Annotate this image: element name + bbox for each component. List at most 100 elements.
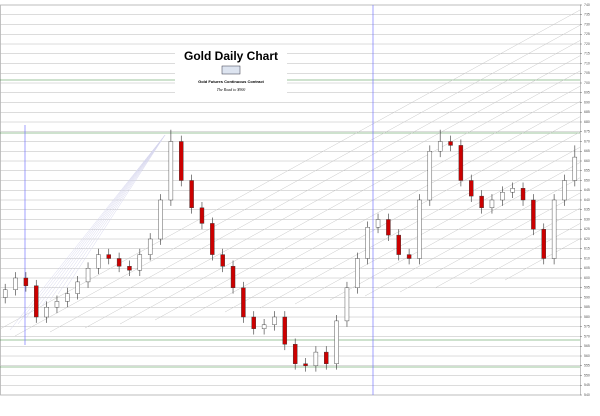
candle-body — [158, 199, 163, 240]
candle-body — [261, 324, 267, 329]
candle-body — [324, 351, 329, 365]
candle-body — [334, 320, 339, 364]
candle-body — [375, 219, 381, 228]
y-tick-label: 655 — [584, 169, 590, 173]
y-tick-label: 605 — [584, 266, 590, 270]
y-tick-label: 700 — [584, 81, 590, 85]
candle-body — [458, 145, 464, 181]
candle-body — [396, 234, 401, 255]
candle-body — [437, 141, 443, 152]
y-tick-label: 715 — [584, 52, 590, 56]
candle-body — [75, 281, 80, 294]
candle-body — [127, 266, 132, 271]
candle-body — [147, 238, 153, 255]
candle-body — [355, 258, 360, 288]
candle-body — [230, 266, 236, 288]
candles-layer — [2, 129, 578, 372]
candle-body — [562, 180, 567, 201]
candle-body — [427, 151, 433, 201]
candle-body — [220, 254, 225, 267]
candle-body — [344, 287, 350, 322]
grid-layer: 540 545 550 555 560 565 570 575 580 585 590 595 600 6… — [0, 3, 590, 397]
y-tick-label: 620 — [584, 237, 590, 241]
logo — [221, 65, 241, 75]
candle-body — [85, 268, 91, 283]
candle-body — [479, 195, 484, 209]
candle-body — [272, 316, 277, 326]
candle-body — [96, 254, 101, 269]
channel-line — [33, 134, 166, 313]
candle-body — [54, 301, 60, 308]
y-tick-label: 635 — [584, 208, 590, 212]
y-tick-label: 630 — [584, 217, 590, 221]
y-tick-label: 590 — [584, 295, 590, 299]
candle-body — [23, 277, 29, 286]
candle-body — [179, 141, 184, 181]
candle-body — [520, 188, 526, 201]
channel-line — [154, 86, 581, 321]
y-tick-label: 680 — [584, 120, 590, 124]
y-tick-label: 555 — [584, 364, 590, 368]
channel-line — [49, 134, 166, 301]
candle-body — [189, 180, 194, 208]
y-tick-label: 720 — [584, 42, 590, 46]
channel-line — [41, 134, 166, 307]
annotation: The Road to $900 — [217, 87, 246, 92]
candle-body — [469, 180, 474, 197]
channel-line — [224, 116, 581, 313]
candle-body — [241, 287, 246, 318]
channel-line — [189, 101, 581, 317]
y-tick-label: 650 — [584, 178, 590, 182]
channel-line — [399, 192, 581, 293]
candle-body — [365, 227, 370, 259]
y-tick-label: 595 — [584, 286, 590, 290]
y-tick-label: 645 — [584, 188, 590, 192]
channel-line — [49, 40, 581, 333]
channel-line — [504, 238, 581, 281]
y-tick-label: 625 — [584, 227, 590, 231]
candle-body — [489, 199, 495, 209]
candle-body — [313, 351, 319, 366]
y-tick-label: 600 — [584, 276, 590, 280]
y-tick-label: 735 — [584, 13, 590, 17]
candle-body — [168, 141, 174, 201]
y-tick-label: 705 — [584, 71, 590, 75]
y-tick-label: 570 — [584, 334, 590, 338]
channel-line — [329, 162, 581, 301]
channel-line — [294, 147, 581, 305]
y-tick-label: 725 — [584, 32, 590, 36]
candle-body — [292, 344, 298, 364]
y-tick-label: 575 — [584, 325, 590, 329]
channel-line — [57, 134, 166, 295]
y-tick-label: 665 — [584, 149, 590, 153]
y-tick-label: 580 — [584, 315, 590, 319]
candle-body — [417, 199, 422, 259]
y-tick-label: 730 — [584, 22, 590, 26]
channel-line — [469, 223, 581, 285]
chart-subtitle: Gold Futures Continuous Contract — [198, 79, 264, 84]
candle-body — [551, 199, 557, 259]
candle-body — [406, 254, 412, 259]
chart-title: Gold Daily Chart — [184, 49, 278, 63]
channel-line — [65, 134, 166, 289]
y-tick-label: 685 — [584, 110, 590, 114]
candle-body — [44, 307, 49, 318]
candle-body — [199, 207, 205, 224]
y-tick-label: 565 — [584, 344, 590, 348]
channel-line — [84, 55, 581, 329]
candle-body — [137, 254, 143, 271]
candle-body — [510, 188, 515, 193]
candle-body — [106, 254, 111, 259]
y-tick-label: 615 — [584, 247, 590, 251]
candle-body — [448, 141, 453, 146]
candle-body — [386, 219, 391, 236]
y-tick-label: 550 — [584, 373, 590, 377]
candle-body — [210, 223, 215, 255]
channel-line — [17, 134, 166, 325]
y-tick-label: 695 — [584, 91, 590, 95]
y-tick-label: 710 — [584, 61, 590, 65]
candle-body — [251, 316, 256, 329]
channel-line — [25, 134, 166, 319]
candle-body — [2, 289, 8, 298]
